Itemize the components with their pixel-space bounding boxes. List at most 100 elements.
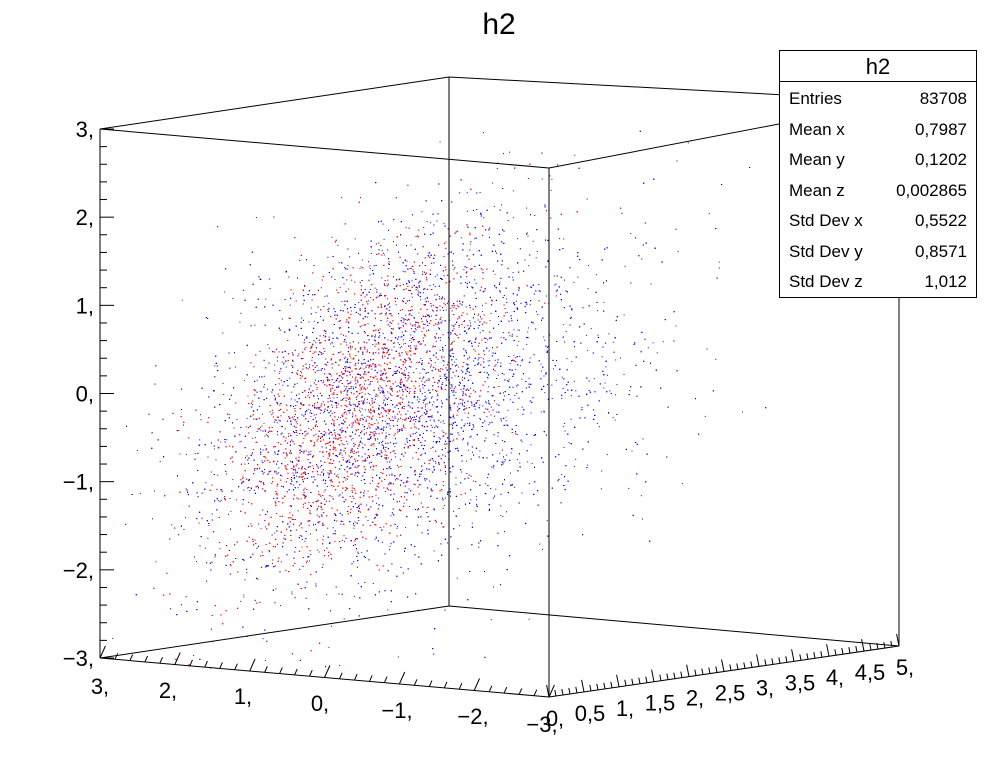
data-point <box>486 416 488 418</box>
data-point <box>390 420 391 421</box>
data-point <box>258 523 260 525</box>
data-point <box>353 527 355 529</box>
data-point <box>443 422 445 424</box>
data-point <box>423 432 424 434</box>
data-point <box>514 433 516 435</box>
data-point <box>396 527 398 529</box>
data-point <box>573 380 575 382</box>
data-point <box>320 496 322 498</box>
data-point <box>334 389 336 391</box>
data-point <box>453 417 455 419</box>
data-point <box>438 370 440 372</box>
data-point <box>296 459 298 461</box>
data-point <box>361 363 363 365</box>
data-point <box>214 365 216 367</box>
data-point <box>299 534 301 536</box>
data-point <box>469 422 471 424</box>
data-point <box>226 439 228 441</box>
data-point <box>428 378 430 380</box>
data-point <box>408 314 410 316</box>
data-point <box>461 471 462 473</box>
data-point <box>262 449 264 451</box>
data-point <box>274 453 276 455</box>
data-point <box>359 400 361 402</box>
data-point <box>297 487 299 489</box>
data-point <box>243 594 245 596</box>
data-point <box>399 500 400 502</box>
data-point <box>230 510 232 512</box>
data-point <box>509 335 511 337</box>
data-point <box>309 364 311 366</box>
data-point <box>357 583 359 585</box>
data-point <box>267 436 269 438</box>
data-point <box>374 538 376 540</box>
data-point <box>264 383 265 385</box>
data-point <box>285 366 287 368</box>
data-point <box>341 454 343 456</box>
data-point <box>262 638 264 640</box>
data-point <box>503 395 505 397</box>
data-point <box>302 334 303 336</box>
data-point <box>403 319 405 321</box>
data-point <box>469 341 471 343</box>
data-point <box>383 238 385 240</box>
data-point <box>349 342 351 344</box>
data-point <box>424 480 426 482</box>
data-point <box>389 387 391 389</box>
data-point <box>254 324 256 326</box>
data-point <box>570 395 572 397</box>
data-point <box>388 549 390 551</box>
data-point <box>431 416 433 418</box>
data-point <box>429 285 431 286</box>
data-point <box>193 654 195 656</box>
data-point <box>353 442 355 444</box>
data-point <box>365 419 367 421</box>
data-point <box>492 467 494 469</box>
data-point <box>497 435 499 437</box>
data-point <box>372 353 374 355</box>
data-point <box>355 422 357 424</box>
data-point <box>288 276 290 278</box>
data-point <box>623 314 625 316</box>
data-point <box>544 339 546 341</box>
data-point <box>323 380 324 382</box>
data-point <box>319 451 321 453</box>
data-point <box>311 345 313 347</box>
data-point <box>304 431 305 433</box>
data-point <box>255 217 257 218</box>
data-point <box>386 312 387 314</box>
data-point <box>433 224 435 226</box>
data-point <box>351 439 353 441</box>
data-point <box>354 238 356 240</box>
data-point <box>381 250 383 252</box>
data-point <box>274 370 276 372</box>
data-point <box>470 475 472 477</box>
data-point <box>360 437 362 439</box>
data-point <box>317 395 318 397</box>
data-point <box>516 344 518 346</box>
data-point <box>293 484 295 486</box>
data-point <box>430 424 432 426</box>
data-point <box>251 452 253 454</box>
data-point <box>374 398 376 400</box>
data-point <box>252 437 254 439</box>
data-point <box>364 289 366 290</box>
data-point <box>433 419 435 421</box>
data-point <box>450 387 452 389</box>
data-point <box>348 468 350 470</box>
data-point <box>360 479 362 481</box>
data-point <box>478 546 480 548</box>
data-point <box>305 381 306 383</box>
data-point <box>600 488 602 490</box>
data-point <box>708 213 710 215</box>
data-point <box>211 513 213 515</box>
data-point <box>419 435 421 436</box>
data-point <box>487 477 489 478</box>
data-point <box>605 366 607 368</box>
data-point <box>430 430 432 432</box>
data-point <box>318 551 320 553</box>
data-point <box>345 335 347 337</box>
data-point <box>513 217 515 219</box>
data-point <box>718 267 720 269</box>
